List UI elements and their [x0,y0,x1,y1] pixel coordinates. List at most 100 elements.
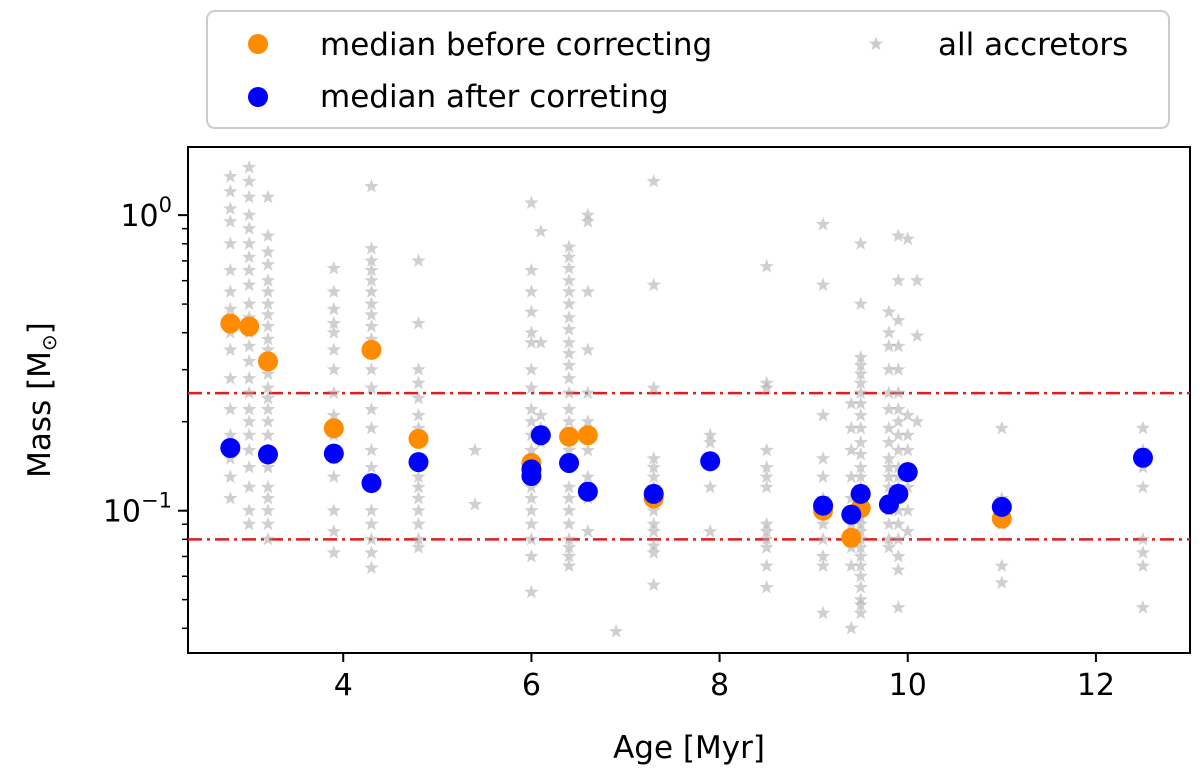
accretor-star [910,414,925,428]
accretor-star [223,427,238,442]
accretor-star [260,380,276,395]
median-after-point [850,483,871,504]
x-tick-label: 6 [522,668,541,703]
plot-area [187,146,1191,654]
accretor-star [242,401,257,416]
accretor-star [900,407,915,422]
accretor-star [561,442,577,457]
accretor-star [853,579,868,594]
accretor-star [326,385,341,400]
accretor-star [910,328,925,343]
accretor-star [853,435,868,449]
accretor-star [326,407,341,422]
median-after-point [700,451,721,472]
accretor-star [524,304,539,319]
y-axis-label: Mass [M⊙] [22,322,61,478]
legend-box [206,10,1170,129]
accretor-star [524,262,539,277]
accretor-star [524,479,539,494]
accretor-star [223,236,238,250]
accretor-star [703,524,718,538]
accretor-star [853,296,868,311]
accretor-star [900,503,915,517]
accretor-star [608,624,624,638]
accretor-star [223,201,238,215]
accretor-star [364,178,379,193]
accretor-star [891,414,906,428]
accretor-star [364,401,379,416]
accretor-star [223,284,238,298]
accretor-star [853,469,868,484]
accretor-star [524,380,539,395]
accretor-star [260,427,276,442]
accretor-star [853,366,868,381]
accretor-star [646,524,661,538]
accretor-star [853,446,868,461]
accretor-star [646,380,661,395]
accretor-star [260,390,276,405]
legend-label-before: median before correcting [320,27,712,63]
accretor-star [260,307,276,321]
accretor-star [524,195,539,209]
accretor-star [411,516,426,531]
accretor-star [524,548,539,563]
accretor-star [844,420,859,435]
accretor-star [260,479,276,494]
accretor-star [326,545,341,559]
accretor-star [242,353,257,368]
accretor-star [853,568,868,583]
accretor-star [561,260,577,275]
accretor-star [364,253,379,267]
accretor-star [646,503,661,517]
accretor-star [524,335,539,349]
legend-marker-after [248,87,268,107]
accretor-star [364,284,379,298]
accretor-star [881,304,897,319]
legend-label-after: median after correting [320,79,669,115]
accretor-star [260,366,276,381]
accretor-star [900,427,915,442]
accretor-star [815,516,831,531]
accretor-star [260,189,276,204]
accretor-star [242,385,257,400]
accretor-star [881,469,897,484]
accretor-star [260,490,276,505]
accretor-star [260,342,276,356]
accretor-star [844,396,859,410]
accretor-star [844,490,859,505]
accretor-star [853,548,868,563]
median-after-point [521,466,542,487]
accretor-star [223,169,238,183]
accretor-star [891,531,906,546]
accretor-star [815,548,831,563]
accretor-star [881,451,897,465]
accretor-star [815,531,831,546]
accretor-star [364,331,379,346]
accretor-star [242,503,257,517]
accretor-star [260,531,276,546]
accretor-star [891,385,906,400]
median-after-point [888,483,909,504]
accretor-star [891,313,906,327]
median-after-point [257,444,278,465]
accretor-star [411,420,426,435]
accretor-star [891,548,906,563]
accretor-star [881,362,897,376]
accretor-star [524,401,539,416]
accretor-star [853,385,868,400]
accretor-star [260,331,276,346]
accretor-star [533,224,548,238]
accretor-star [853,396,868,410]
accretor-star [260,228,276,243]
accretor-star [646,545,661,559]
accretor-star [561,310,577,324]
median-before-point [257,351,278,372]
accretor-star [524,490,539,505]
x-tick-label: 4 [334,668,353,703]
accretor-star [242,338,257,353]
accretor-star [703,427,718,442]
accretor-star [326,260,341,275]
x-tick-label: 12 [1077,668,1115,703]
accretor-star [853,605,868,620]
accretor-star [881,531,897,546]
